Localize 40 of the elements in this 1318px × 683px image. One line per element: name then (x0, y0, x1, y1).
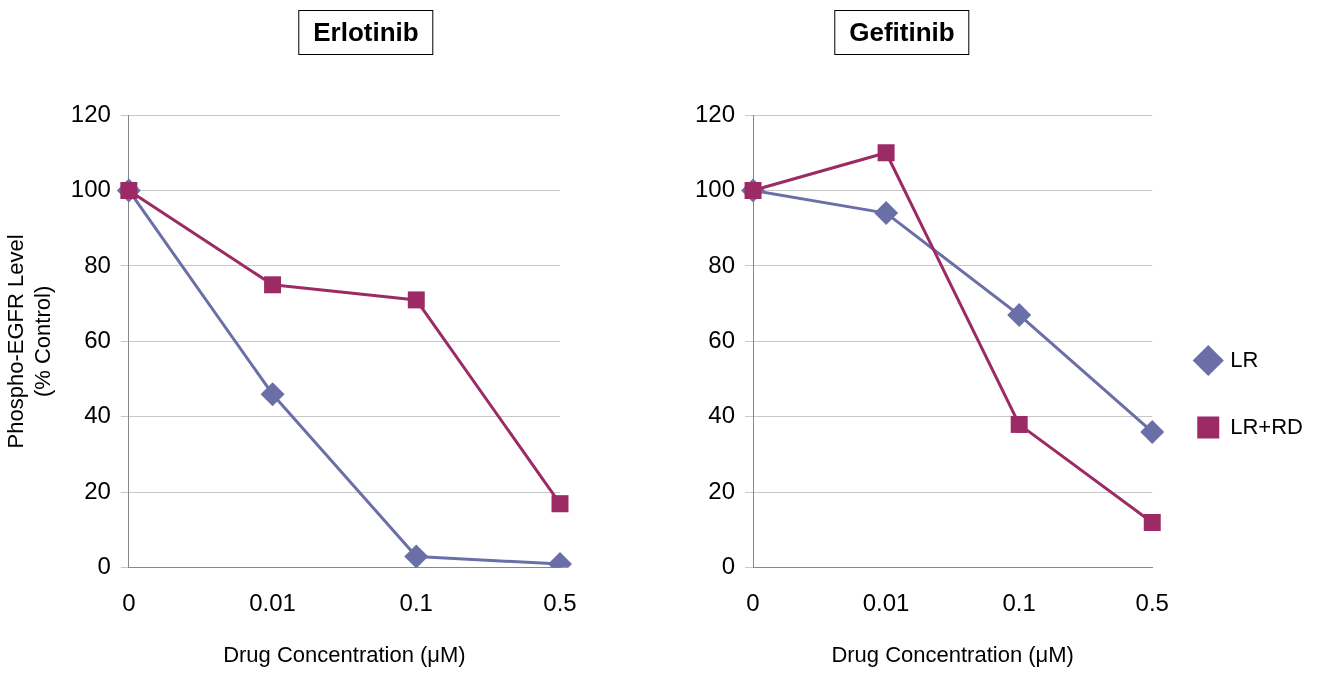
point (1140, 419, 1165, 444)
chart-title: Erlotinib (298, 10, 434, 55)
y-axis-title: Phospho-EGFR Level (% Control) (3, 234, 55, 449)
point (407, 291, 425, 309)
y-tick-label: 20 (708, 476, 736, 504)
y-tick-label: 120 (70, 99, 111, 127)
y-tick-label: 0 (97, 552, 111, 580)
x-tick-label: 0.5 (543, 588, 577, 616)
x-axis-title: Drug Concentration (μM) (223, 641, 466, 667)
y-tick-label: 60 (708, 326, 736, 354)
y-tick-label: 0 (721, 552, 736, 580)
y-tick-label: 120 (695, 99, 736, 127)
point (551, 495, 569, 513)
legend-label: LR (1230, 346, 1259, 372)
x-tick-label: 0 (746, 588, 760, 616)
point (874, 201, 899, 226)
point (404, 544, 429, 568)
point (877, 144, 895, 162)
point (260, 382, 285, 407)
x-tick-label: 0.1 (1002, 588, 1036, 616)
y-tick-label: 40 (708, 401, 736, 429)
x-tick-label: 0.5 (1135, 588, 1169, 616)
point (264, 276, 282, 294)
point (1007, 302, 1032, 327)
y-tick-label: 80 (84, 250, 111, 278)
legend-label: LR+RD (1230, 413, 1303, 439)
point (1143, 514, 1161, 532)
x-tick-label: 0.01 (249, 588, 296, 616)
y-tick-label: 80 (708, 250, 736, 278)
x-tick-label: 0.01 (862, 588, 910, 616)
y-tick-label: 40 (84, 401, 111, 429)
y-tick-label: 60 (84, 326, 111, 354)
x-tick-label: 0 (122, 588, 136, 616)
x-tick-label: 0.1 (399, 588, 433, 616)
y-tick-label: 100 (695, 175, 736, 203)
point (1010, 415, 1028, 433)
y-tick-label: 100 (70, 175, 111, 203)
x-axis-title: Drug Concentration (μM) (831, 641, 1074, 667)
chart-title: Gefitinib (834, 10, 970, 55)
y-tick-label: 20 (84, 476, 111, 504)
